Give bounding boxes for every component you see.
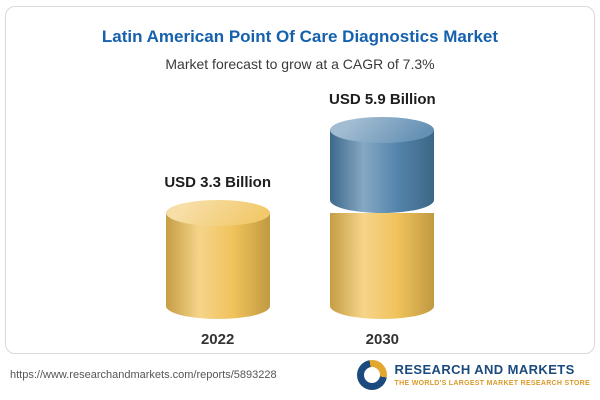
report-url: https://www.researchandmarkets.com/repor… — [10, 369, 277, 381]
bar-group-2030: USD 5.9 Billion 2030 — [329, 91, 436, 348]
chart-title: Latin American Point Of Care Diagnostics… — [101, 27, 499, 46]
logo-name: RESEARCH AND MARKETS — [394, 362, 575, 378]
value-label-2022: USD 3.3 Billion — [164, 174, 271, 191]
chart-subtitle: Market forecast to grow at a CAGR of 7.3… — [165, 56, 435, 72]
chart-card: Latin American Point Of Care Diagnostics… — [5, 6, 595, 354]
cylinder-2022 — [165, 200, 270, 319]
year-label-2022: 2022 — [200, 331, 235, 348]
researchandmarkets-logo: RESEARCH AND MARKETS THE WORLD'S LARGEST… — [356, 360, 590, 390]
logo-tagline: THE WORLD'S LARGEST MARKET RESEARCH STOR… — [394, 379, 590, 387]
footer: https://www.researchandmarkets.com/repor… — [0, 356, 600, 400]
bar-chart: USD 3.3 Billion 2022 USD 5.9 Billion 203… — [6, 86, 594, 348]
value-label-2030: USD 5.9 Billion — [329, 91, 436, 108]
researchandmarkets-logo-icon — [356, 360, 387, 390]
bar-group-2022: USD 3.3 Billion 2022 — [164, 174, 271, 348]
year-label-2030: 2030 — [365, 331, 400, 348]
cylinder-2030 — [330, 117, 435, 319]
